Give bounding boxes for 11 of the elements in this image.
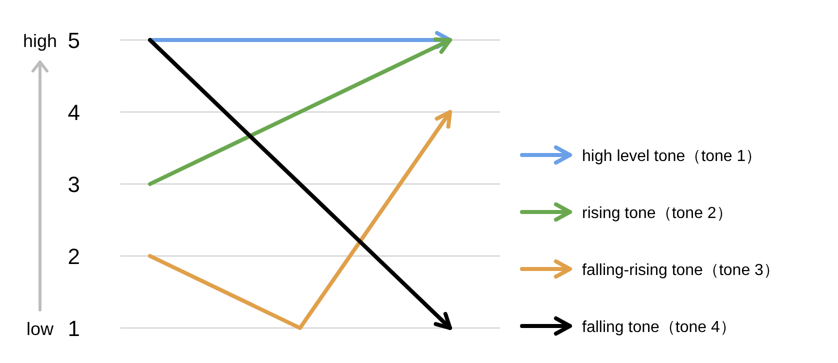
y-tick-label: 3	[68, 172, 80, 197]
y-tick-label: 4	[68, 100, 80, 125]
legend-label: falling-rising tone（tone 3）	[582, 262, 780, 279]
y-tick-label: 2	[68, 244, 80, 269]
text: low	[26, 319, 54, 339]
y-tick-label: 5	[68, 28, 80, 53]
legend-label: falling tone（tone 4）	[582, 319, 736, 336]
legend-label: high level tone（tone 1）	[582, 148, 762, 165]
legend-label: rising tone（tone 2）	[582, 205, 732, 222]
text: high	[22, 31, 58, 51]
y-tick-label: 1	[68, 316, 80, 341]
